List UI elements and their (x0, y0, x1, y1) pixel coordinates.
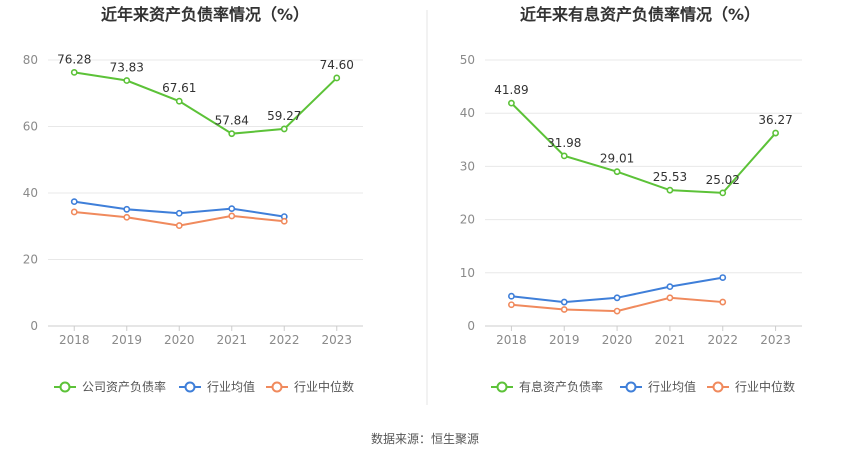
y-tick-label: 60 (23, 120, 38, 134)
data-point (123, 213, 131, 221)
x-tick-label: 2019 (111, 333, 142, 347)
data-point (175, 97, 183, 105)
y-tick-label: 80 (23, 53, 38, 67)
data-point (228, 212, 236, 220)
data-point (175, 209, 183, 217)
legend-swatch-marker (271, 381, 283, 393)
data-point (560, 306, 568, 313)
legend-swatch-marker (184, 381, 196, 393)
data-point (508, 292, 515, 300)
legend-label: 行业中位数 (294, 379, 354, 394)
legend-label: 有息资产负债率 (519, 379, 603, 394)
x-tick-label: 2018 (59, 333, 90, 347)
data-point (560, 298, 568, 306)
legend-label: 行业均值 (648, 379, 696, 394)
x-tick-label: 2020 (602, 333, 633, 347)
y-tick-label: 50 (460, 53, 475, 67)
data-label: 76.28 (57, 52, 91, 66)
data-label: 57.84 (215, 114, 249, 128)
legend-swatch-marker (59, 381, 71, 393)
x-tick-label: 2019 (549, 333, 580, 347)
data-label: 67.61 (162, 81, 196, 95)
x-tick-label: 2023 (760, 333, 791, 347)
data-point (613, 294, 621, 302)
chart-title: 近年来有息资产负债率情况（%） (520, 5, 760, 24)
data-point (666, 294, 674, 302)
legend-item-0: 公司资产负债率 (54, 379, 166, 394)
legend-swatch-marker (625, 381, 637, 393)
y-tick-label: 20 (23, 253, 38, 267)
data-point (613, 168, 621, 176)
legend-item-1: 行业均值 (179, 379, 255, 394)
legend-item-2: 行业中位数 (707, 379, 795, 394)
data-point (280, 125, 288, 133)
data-point (333, 74, 341, 82)
data-point (719, 189, 727, 197)
y-tick-label: 30 (460, 159, 475, 173)
data-label: 31.98 (547, 136, 581, 150)
y-tick-label: 20 (460, 213, 475, 227)
data-label: 29.01 (600, 152, 634, 166)
data-point (508, 301, 515, 309)
y-tick-label: 0 (30, 319, 38, 333)
chart-title: 近年来资产负债率情况（%） (101, 5, 309, 24)
data-point (123, 77, 131, 84)
legend-item-0: 有息资产负债率 (491, 379, 603, 394)
y-tick-label: 40 (460, 106, 475, 120)
x-tick-label: 2023 (321, 333, 352, 347)
chart-panel-interest-debt-ratio: 近年来有息资产负债率情况（%） 0 10 20 30 40 50 2018 2019 2020 20… (460, 5, 802, 394)
data-point (508, 99, 515, 107)
legend-label: 行业中位数 (735, 379, 795, 394)
data-point (613, 307, 621, 315)
legend-label: 公司资产负债率 (82, 379, 166, 394)
data-point (228, 205, 236, 213)
x-tick-label: 2022 (269, 333, 300, 347)
legend-label: 行业均值 (207, 379, 255, 394)
data-point (228, 130, 236, 138)
data-source: 数据来源：恒生聚源 (371, 431, 479, 446)
data-label: 59.27 (267, 109, 301, 123)
series-line-0 (74, 71, 338, 135)
chart-panel-debt-ratio: 近年来资产负债率情况（%） 0 20 40 60 80 2018 2019 2020 2021 20… (23, 5, 363, 394)
y-tick-label: 40 (23, 186, 38, 200)
legend-swatch-marker (496, 381, 508, 393)
data-point (70, 68, 78, 76)
data-point (666, 283, 674, 291)
data-label: 41.89 (494, 83, 528, 97)
data-label: 25.02 (706, 173, 740, 187)
x-tick-label: 2021 (655, 333, 686, 347)
legend-item-1: 行业均值 (620, 379, 696, 394)
x-tick-label: 2018 (496, 333, 527, 347)
data-label: 74.60 (320, 58, 354, 72)
data-label: 25.53 (653, 170, 687, 184)
data-point (666, 186, 674, 194)
data-point (123, 205, 131, 213)
data-point (280, 217, 288, 225)
data-point (772, 129, 779, 137)
x-tick-label: 2020 (164, 333, 195, 347)
data-point (719, 298, 727, 306)
data-point (719, 274, 727, 281)
data-point (70, 208, 78, 216)
data-label: 36.27 (758, 113, 792, 127)
y-tick-label: 10 (460, 266, 475, 280)
data-point (175, 222, 183, 229)
data-point (70, 198, 78, 206)
legend-item-2: 行业中位数 (266, 379, 354, 394)
data-point (560, 152, 568, 160)
x-tick-label: 2022 (707, 333, 738, 347)
data-label: 73.83 (110, 61, 144, 75)
y-tick-label: 0 (467, 319, 475, 333)
series-line-0 (510, 102, 777, 194)
x-tick-label: 2021 (216, 333, 247, 347)
legend-swatch-marker (712, 381, 724, 393)
